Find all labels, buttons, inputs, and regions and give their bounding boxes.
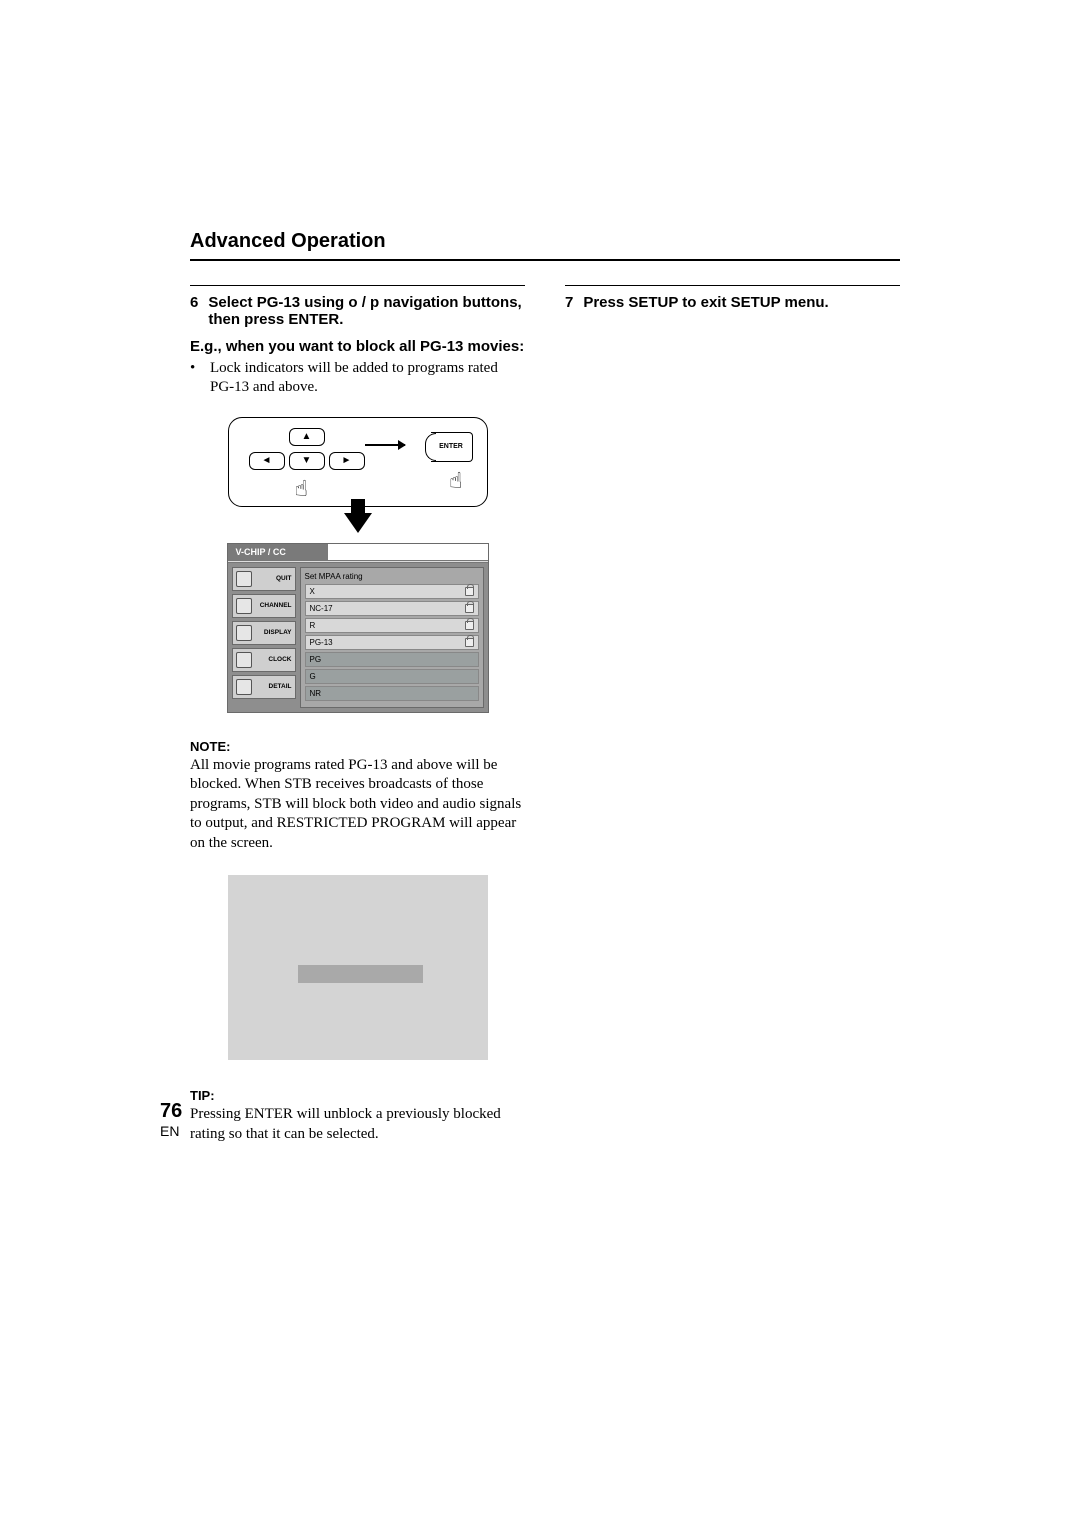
section-title: Advanced Operation (190, 230, 900, 261)
detail-icon (236, 679, 252, 695)
sidebar-label: QUIT (276, 575, 292, 582)
bullet-text: Lock indicators will be added to program… (210, 359, 525, 397)
nav-right-button: ► (329, 452, 365, 470)
sidebar-label: CHANNEL (260, 602, 292, 609)
down-arrow-icon (344, 513, 372, 533)
osd-main-title: Set MPAA rating (305, 572, 479, 581)
osd-tab: V-CHIP / CC (228, 544, 328, 560)
nav-left-button: ◄ (249, 452, 285, 470)
sidebar-item-clock: CLOCK (232, 648, 296, 672)
page-number: 76 (160, 1100, 182, 1123)
enter-button: ENTER (431, 432, 473, 462)
rating-label: PG-13 (310, 638, 333, 647)
sidebar-item-quit: QUIT (232, 567, 296, 591)
two-column-layout: 6 Select PG-13 using o / p navigation bu… (190, 285, 900, 1144)
bullet-dot: • (190, 359, 202, 397)
enter-label: ENTER (439, 443, 463, 450)
hand-pointer-icon: ☟ (295, 474, 308, 500)
rating-label: X (310, 587, 315, 596)
sidebar-label: CLOCK (268, 656, 291, 663)
column-divider (190, 285, 525, 286)
lock-icon (465, 604, 474, 613)
page-content: Advanced Operation 6 Select PG-13 using … (190, 230, 900, 1144)
rating-row: PG (305, 652, 479, 667)
up-arrow-icon: ▲ (302, 432, 312, 442)
clock-icon (236, 652, 252, 668)
rating-row: X (305, 584, 479, 599)
column-divider (565, 285, 900, 286)
note-body: All movie programs rated PG-13 and above… (190, 756, 525, 854)
osd-main-panel: Set MPAA rating X NC-17 R PG-13 PG G NR (300, 567, 484, 708)
sidebar-label: DISPLAY (264, 629, 292, 636)
rating-label: NC-17 (310, 604, 333, 613)
quit-icon (236, 571, 252, 587)
flow-arrow-icon (365, 444, 405, 446)
remote-diagram: ▲ ◄ ▼ ► ENTER ☟ ☟ (228, 417, 488, 507)
hand-pointer-icon: ☟ (449, 466, 462, 492)
bullet-item: • Lock indicators will be added to progr… (190, 359, 525, 397)
page-footer: 76 EN (160, 1100, 182, 1139)
rating-row: PG-13 (305, 635, 479, 650)
lock-icon (465, 638, 474, 647)
ratings-list: X NC-17 R PG-13 PG G NR (305, 584, 479, 701)
osd-screenshot: V-CHIP / CC QUIT CHANNEL DISPLAY CLOCK D… (227, 543, 489, 713)
step-number: 6 (190, 294, 198, 328)
step-6: 6 Select PG-13 using o / p navigation bu… (190, 294, 525, 328)
example-heading: E.g., when you want to block all PG-13 m… (190, 338, 525, 355)
restricted-bar (298, 965, 423, 983)
tip-body: Pressing ENTER will unblock a previously… (190, 1105, 525, 1144)
step-text: Select PG-13 using o / p navigation butt… (208, 294, 525, 328)
rating-row: NC-17 (305, 601, 479, 616)
note-label: NOTE: (190, 739, 525, 754)
sidebar-item-detail: DETAIL (232, 675, 296, 699)
rating-label: R (310, 621, 316, 630)
display-icon (236, 625, 252, 641)
lock-icon (465, 621, 474, 630)
left-arrow-icon: ◄ (262, 456, 272, 466)
rating-label: G (310, 672, 316, 681)
sidebar-item-display: DISPLAY (232, 621, 296, 645)
sidebar-item-channel: CHANNEL (232, 594, 296, 618)
right-arrow-icon: ► (342, 456, 352, 466)
tv-preview-box (228, 875, 488, 1060)
page-lang: EN (160, 1123, 182, 1139)
rating-row: R (305, 618, 479, 633)
nav-up-button: ▲ (289, 428, 325, 446)
osd-body: QUIT CHANNEL DISPLAY CLOCK DETAIL Set MP… (228, 563, 488, 712)
rating-label: PG (310, 655, 322, 664)
step-text: Press SETUP to exit SETUP menu. (583, 294, 900, 311)
sidebar-label: DETAIL (269, 683, 292, 690)
nav-down-button: ▼ (289, 452, 325, 470)
step-7: 7 Press SETUP to exit SETUP menu. (565, 294, 900, 311)
lock-icon (465, 587, 474, 596)
tip-label: TIP: (190, 1088, 525, 1103)
osd-sidebar: QUIT CHANNEL DISPLAY CLOCK DETAIL (232, 567, 296, 708)
right-column: 7 Press SETUP to exit SETUP menu. (565, 285, 900, 1144)
rating-row: G (305, 669, 479, 684)
step-number: 7 (565, 294, 573, 311)
left-column: 6 Select PG-13 using o / p navigation bu… (190, 285, 525, 1144)
rating-row: NR (305, 686, 479, 701)
channel-icon (236, 598, 252, 614)
down-arrow-icon: ▼ (302, 456, 312, 466)
rating-label: NR (310, 689, 322, 698)
